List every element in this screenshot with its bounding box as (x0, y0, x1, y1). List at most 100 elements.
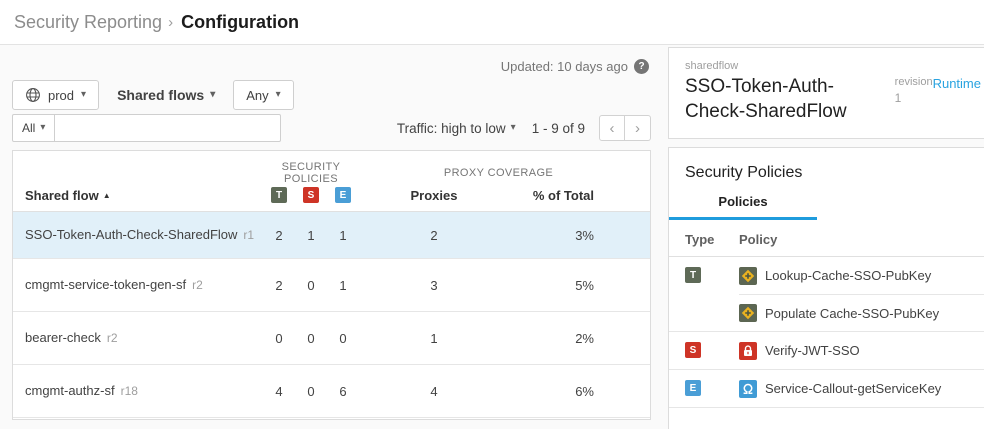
runtime-link[interactable]: Runtime (932, 76, 981, 91)
traffic-sort-dropdown[interactable]: Traffic: high to low ▾ (397, 121, 516, 136)
proxy-coverage-group-header: PROXY COVERAGE (443, 167, 554, 179)
pct-of-total: 3% (575, 227, 594, 243)
policy-row: Populate Cache-SSO-PubKey (739, 294, 984, 331)
flow-name: bearer-check (25, 329, 101, 345)
shared-flow-column-label: Shared flow (25, 187, 99, 203)
extension-count: 1 (339, 277, 347, 293)
table-column-header: Shared flow ▲ T S E Proxies % of Total (13, 179, 650, 212)
callout-policy-icon (739, 379, 757, 398)
chevron-down-icon: ▾ (210, 89, 216, 100)
environment-dropdown[interactable]: prod ▾ (12, 80, 100, 110)
traffic-policy-badge: T (271, 187, 287, 203)
policy-row: Verify-JWT-SSO (739, 332, 984, 369)
cache-policy-icon (739, 304, 757, 323)
extension-count: 6 (339, 383, 347, 399)
revision-value: 1 (894, 91, 902, 105)
extension-policy-badge: E (335, 187, 351, 203)
table-group-header: SECURITY POLICIES PROXY COVERAGE (13, 151, 650, 185)
main-content: Updated: 10 days ago ? prod ▾ Shared flo… (0, 45, 984, 429)
security-count: 0 (307, 330, 315, 346)
app-header: Security Reporting › Configuration (0, 0, 984, 45)
proxies-count: 2 (430, 227, 438, 243)
search-group: All ▾ (12, 114, 282, 142)
revision-block: revision 1 Runtime (895, 76, 981, 124)
proxies-column-label: Proxies (410, 187, 458, 203)
policy-column-label: Policy (739, 232, 778, 248)
security-policy-badge: S (685, 342, 701, 359)
table-row[interactable]: SSO-Token-Auth-Check-SharedFlow r1 2 1 1… (13, 212, 650, 259)
updated-line: Updated: 10 days ago ? (12, 59, 651, 74)
security-policies-title: Security Policies (685, 164, 803, 182)
extension-count: 0 (339, 330, 347, 346)
traffic-count: 0 (275, 330, 283, 346)
prev-page-button[interactable]: ‹ (599, 115, 625, 141)
next-page-button[interactable]: › (625, 115, 651, 141)
sharedflow-detail-card: sharedflow SSO-Token-Auth-Check-SharedFl… (668, 47, 984, 140)
flows-pane: Updated: 10 days ago ? prod ▾ Shared flo… (12, 45, 651, 420)
search-scope-label: All (22, 121, 36, 135)
security-policies-card: Security Policies Policies Type Policy T (668, 147, 984, 429)
flow-revision: r2 (192, 278, 203, 292)
breadcrumb-parent[interactable]: Security Reporting (14, 11, 163, 32)
help-icon[interactable]: ? (634, 59, 649, 74)
flow-name: cmgmt-service-token-gen-sf (25, 276, 187, 292)
shared-flow-sort-header[interactable]: Shared flow ▲ (25, 188, 263, 203)
pct-of-total: 2% (575, 330, 594, 346)
policy-group-security: S Verify-JWT-SSO (669, 332, 984, 371)
policy-name: Service-Callout-getServiceKey (765, 381, 942, 397)
proxies-count: 3 (430, 277, 438, 293)
security-policies-group-header: SECURITY POLICIES (281, 161, 341, 185)
policy-group-extension: E Service-Callout-getServiceKey (669, 370, 984, 409)
table-row[interactable]: cmgmt-authz-sf r18 4 0 6 4 6% (13, 365, 650, 418)
policy-name: Lookup-Cache-SSO-PubKey (765, 268, 932, 284)
security-count: 0 (307, 277, 315, 293)
policy-group-traffic: T Lookup-Cache-SSO-PubKey (669, 257, 984, 333)
flow-name: cmgmt-authz-sf (25, 382, 115, 398)
detail-pane: sharedflow SSO-Token-Auth-Check-SharedFl… (668, 47, 984, 429)
policy-name: Populate Cache-SSO-PubKey (765, 305, 940, 321)
chevron-down-icon: ▾ (40, 122, 46, 133)
filter-row-primary: prod ▾ Shared flows ▾ Any ▾ (12, 80, 651, 110)
pct-total-column-label: % of Total (532, 187, 594, 203)
security-count: 1 (307, 227, 315, 243)
traffic-policy-badge: T (685, 267, 701, 284)
sharedflow-title: SSO-Token-Auth-Check-SharedFlow (685, 76, 847, 123)
extension-policy-badge: E (685, 380, 701, 397)
search-scope-dropdown[interactable]: All ▾ (12, 114, 56, 142)
entity-kind-label: sharedflow (685, 60, 739, 72)
flow-revision: r18 (120, 384, 138, 398)
any-filter-label: Any (246, 87, 269, 103)
any-filter-dropdown[interactable]: Any ▾ (233, 80, 294, 110)
search-input[interactable] (55, 114, 282, 142)
environment-label: prod (48, 87, 75, 103)
security-count: 0 (307, 383, 315, 399)
traffic-count: 4 (275, 383, 283, 399)
pct-of-total: 6% (575, 383, 594, 399)
type-column-label: Type (685, 232, 715, 248)
updated-text: Updated: 10 days ago (500, 59, 628, 74)
policies-column-header: Type Policy (669, 220, 984, 258)
table-row[interactable]: bearer-check r2 0 0 0 1 2% (13, 312, 650, 365)
policy-row: Lookup-Cache-SSO-PubKey (739, 257, 984, 294)
revision-label: revision (894, 76, 933, 88)
breadcrumb-separator-icon: › (168, 13, 174, 31)
active-tab-underline (669, 217, 817, 221)
tab-policies[interactable]: Policies (718, 194, 768, 210)
proxies-count: 1 (430, 330, 438, 346)
cache-policy-icon (739, 266, 757, 285)
table-row[interactable]: cmgmt-service-token-gen-sf r2 2 0 1 3 5% (13, 259, 650, 312)
chevron-down-icon: ▾ (81, 89, 87, 100)
traffic-count: 2 (275, 227, 283, 243)
chevron-down-icon: ▾ (510, 122, 516, 133)
sort-asc-icon: ▲ (102, 190, 111, 200)
shared-flows-table: SECURITY POLICIES PROXY COVERAGE Shared … (12, 150, 651, 420)
traffic-count: 2 (275, 277, 283, 293)
entity-type-dropdown[interactable]: Shared flows ▾ (117, 87, 215, 103)
globe-icon (25, 87, 41, 103)
policy-name: Verify-JWT-SSO (765, 343, 860, 359)
security-policy-badge: S (303, 187, 319, 203)
proxies-count: 4 (430, 383, 438, 399)
entity-type-label: Shared flows (117, 87, 205, 103)
pager: ‹ › (599, 115, 651, 141)
filter-row-secondary: All ▾ Traffic: high to low ▾ 1 - 9 of 9 … (12, 114, 651, 142)
